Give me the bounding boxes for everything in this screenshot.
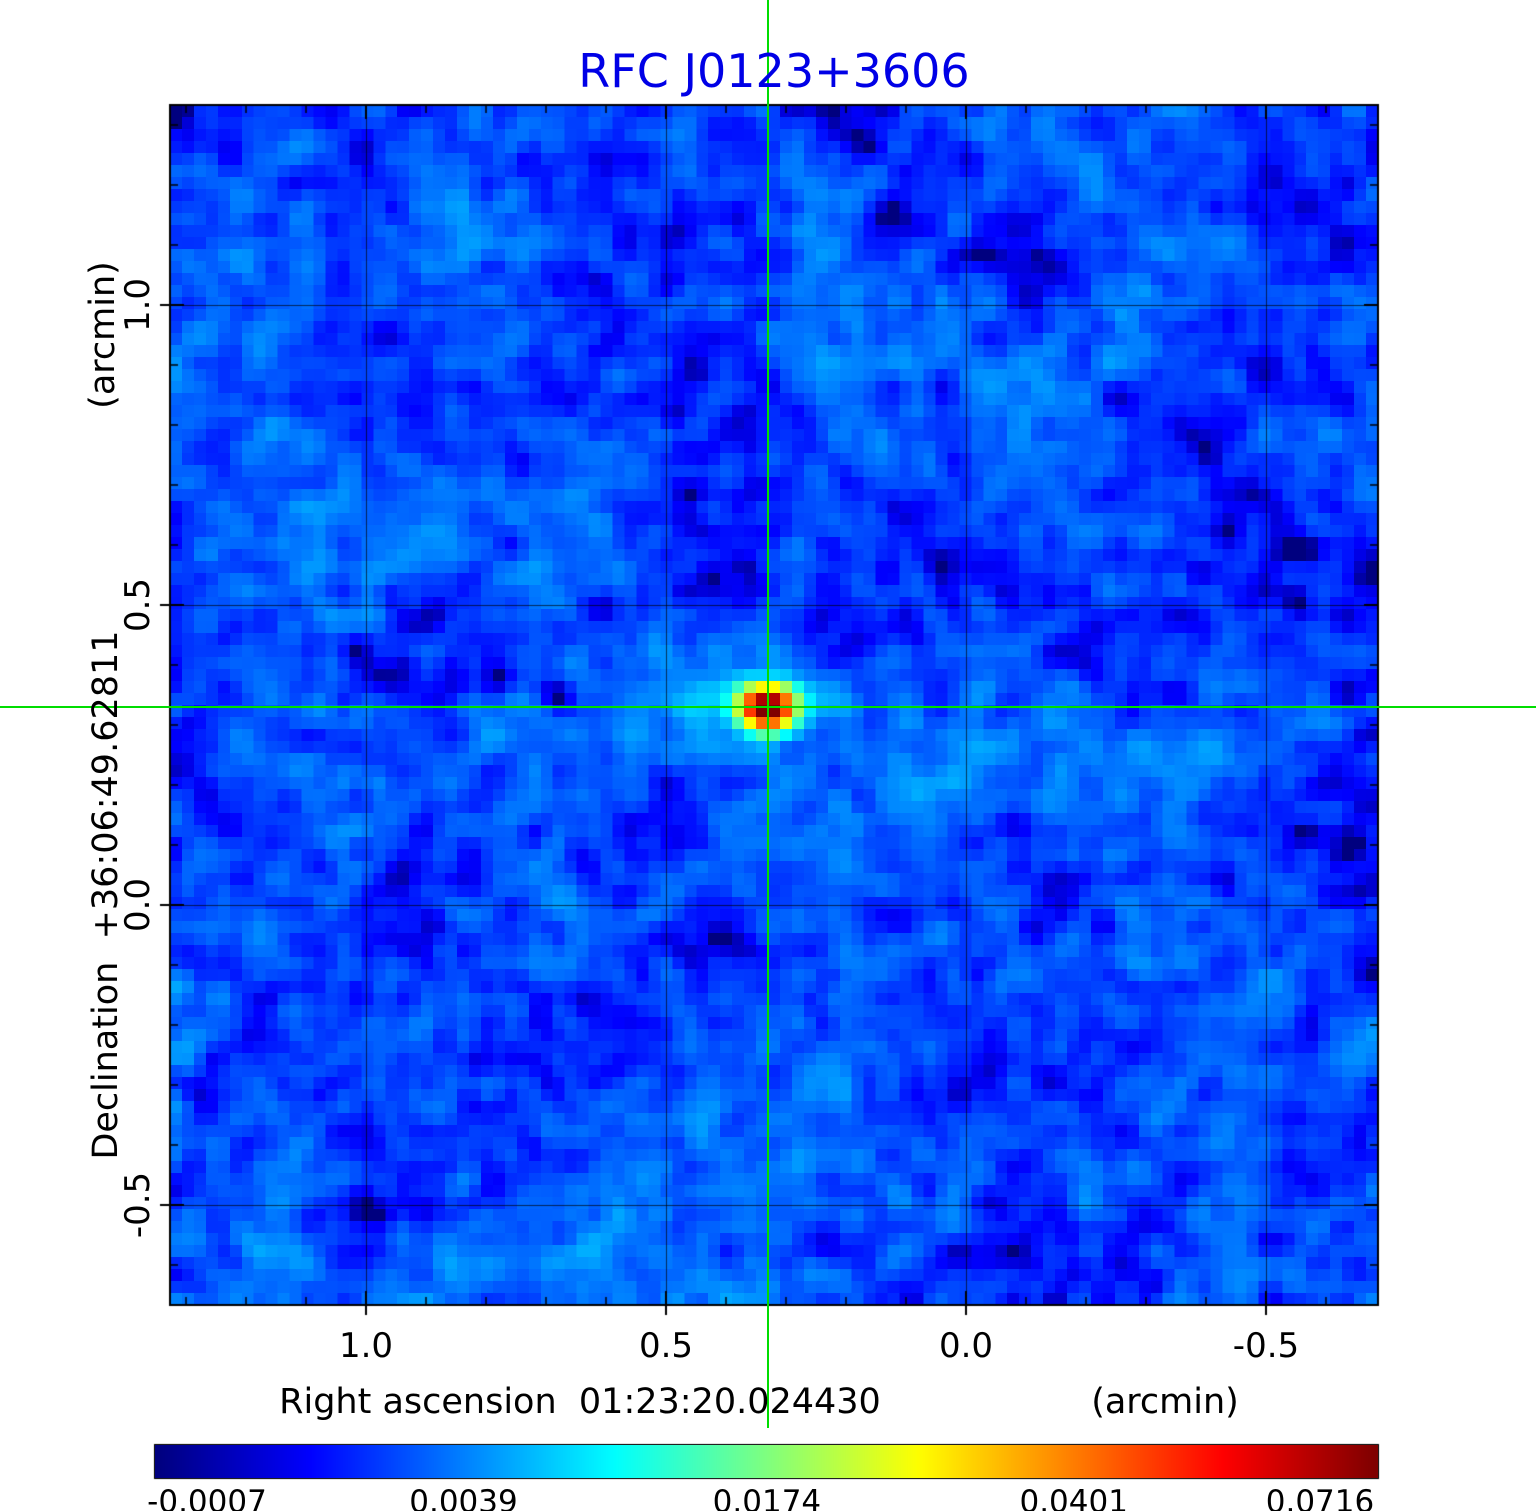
colorbar-tick-label: 0.0401 [1019,1484,1128,1511]
x-axis-label: Right ascension 01:23:20.024430 [279,1382,881,1422]
colorbar-tick-label: 0.0174 [712,1484,822,1511]
x-tick-label: 0.5 [638,1326,694,1366]
y-tick-label: 0.5 [118,577,158,633]
plot-title: RFC J0123+3606 [578,44,970,98]
y-axis-unit-label: (arcmin) [83,261,123,409]
y-axis-label: Declination +36:06:49.62811 [86,630,126,1160]
crosshair-horizontal-line [0,705,1536,708]
x-tick-label: 0.0 [938,1326,994,1366]
x-axis-unit-label: (arcmin) [1091,1382,1239,1422]
crosshair-vertical-line [767,0,769,1428]
x-tick-label: -0.5 [1232,1326,1300,1366]
colorbar-tick-label: 0.0039 [409,1484,518,1511]
colorbar-tick-label: 0.0716 [1265,1484,1375,1511]
y-tick-label: 1.0 [118,277,158,333]
colorbar-tick-label: -0.0007 [147,1484,267,1511]
x-tick-label: 1.0 [338,1326,394,1366]
colorbar-gradient [155,1445,1378,1478]
y-tick-label: -0.5 [118,1171,158,1239]
